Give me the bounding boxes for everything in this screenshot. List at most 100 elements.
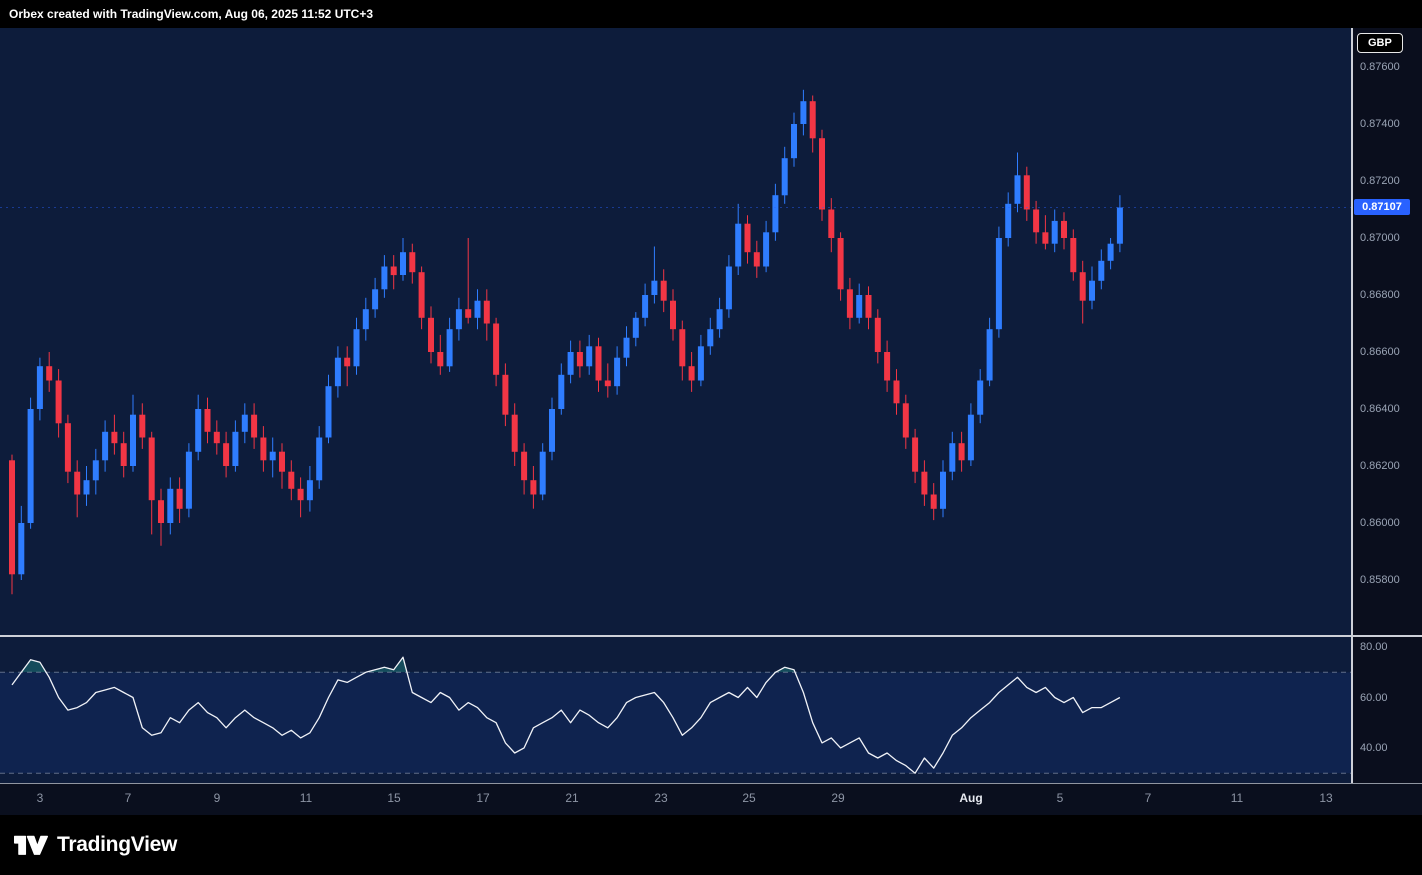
time-tick-label: 11	[299, 791, 313, 805]
candle-body	[1107, 243, 1114, 261]
tradingview-logo[interactable]: TradingView	[14, 833, 177, 857]
candle-body	[1005, 203, 1012, 238]
candle-body	[232, 431, 239, 466]
pane-separator[interactable]	[0, 635, 1422, 637]
axis-tick-label: 0.86200	[1360, 460, 1400, 472]
candle-body	[595, 346, 602, 381]
candle-body	[1023, 175, 1030, 210]
candle-body	[64, 423, 71, 472]
time-tick-label: 21	[565, 791, 579, 805]
time-tick-label: 3	[36, 791, 44, 805]
candle-body	[874, 317, 881, 352]
candle-body	[1014, 175, 1021, 204]
footer: TradingView	[0, 815, 1422, 875]
time-tick-label: 15	[387, 791, 401, 805]
time-axis[interactable]: 3 7 9 11 15 17 21 23 25 29 Aug 5 7 11 13	[0, 784, 1422, 815]
candle-body	[27, 409, 34, 523]
candle-body	[688, 366, 695, 381]
candle-body	[111, 431, 118, 444]
candle-body	[204, 409, 211, 432]
candle-body	[651, 280, 658, 295]
candle-body	[670, 300, 676, 330]
candle-body	[772, 195, 779, 233]
candle-body	[893, 380, 900, 404]
candle-body	[465, 309, 472, 318]
candle-body	[763, 232, 770, 267]
candle-body	[120, 443, 127, 466]
axis-tick-label: 0.87400	[1360, 118, 1400, 130]
time-tick-label: 7	[1144, 791, 1152, 805]
price-axis[interactable]: GBP 0.87107 0.87600 0.87400 0.87200 0.87000…	[1353, 28, 1422, 784]
candle-body	[539, 451, 546, 495]
axis-tick-label: 0.86600	[1360, 346, 1400, 358]
candle-body	[297, 488, 304, 501]
candle-body	[288, 471, 295, 489]
candle-body	[1061, 220, 1067, 238]
candle-body	[400, 252, 406, 275]
candle-body	[83, 480, 90, 495]
candle-body	[642, 295, 649, 318]
chart-canvas[interactable]	[0, 28, 1352, 784]
candle-body	[455, 309, 462, 330]
candle-body	[1051, 220, 1058, 244]
candle-body	[92, 460, 99, 481]
candle-body	[418, 272, 425, 318]
candle-body	[55, 380, 62, 424]
candle-body	[409, 252, 416, 273]
axis-tick-label: 40.00	[1360, 741, 1388, 754]
time-tick-label: 13	[1319, 791, 1333, 805]
candle-body	[167, 488, 174, 523]
candle-body	[800, 101, 807, 124]
candle-body	[986, 329, 993, 381]
last-price-label: 0.87107	[1362, 200, 1402, 213]
candle-body	[381, 266, 388, 290]
candle-body	[744, 223, 751, 253]
currency-badge[interactable]: GBP	[1357, 33, 1403, 53]
candle-body	[1070, 238, 1077, 273]
candle-body	[241, 414, 248, 432]
candle-body	[884, 352, 891, 381]
candlestick-pane[interactable]	[0, 28, 1352, 784]
candle-body	[781, 158, 788, 196]
candle-body	[940, 471, 946, 509]
candle-body	[176, 488, 183, 509]
candle-body	[372, 289, 379, 310]
candle-body	[614, 357, 621, 387]
candle-body	[725, 266, 732, 310]
candle-body	[362, 309, 369, 330]
candle-body	[735, 223, 742, 267]
candle-body	[36, 366, 43, 409]
candle-body	[716, 309, 723, 330]
candle-body	[428, 317, 434, 352]
candle-body	[623, 337, 630, 358]
candle-body	[949, 443, 956, 472]
tradingview-logo-icon	[14, 835, 48, 855]
candle-body	[344, 357, 351, 367]
candle-body	[502, 374, 509, 415]
candle-body	[865, 295, 872, 318]
candle-body	[837, 238, 844, 290]
candle-body	[660, 280, 667, 301]
candle-body	[185, 451, 192, 509]
candle-body	[483, 300, 490, 324]
candle-body	[707, 329, 714, 347]
candle-body	[912, 437, 919, 472]
candle-body	[446, 329, 453, 367]
rsi-line	[11, 656, 1121, 774]
candle-body	[921, 471, 928, 495]
candle-body	[1089, 280, 1095, 301]
candle-body	[697, 346, 704, 381]
candle-body	[902, 403, 909, 438]
candle-body	[511, 414, 518, 452]
time-tick-label: Aug	[959, 791, 983, 805]
candle-body	[316, 437, 323, 481]
candle-body	[130, 414, 136, 466]
candle-body	[995, 238, 1002, 330]
candle-body	[753, 252, 760, 267]
candle-body	[977, 380, 984, 415]
candle-body	[856, 295, 863, 318]
time-axis-separator	[0, 783, 1422, 784]
candle-body	[1098, 260, 1105, 281]
time-tick-label: 17	[476, 791, 490, 805]
time-tick-label: 7	[124, 791, 132, 805]
